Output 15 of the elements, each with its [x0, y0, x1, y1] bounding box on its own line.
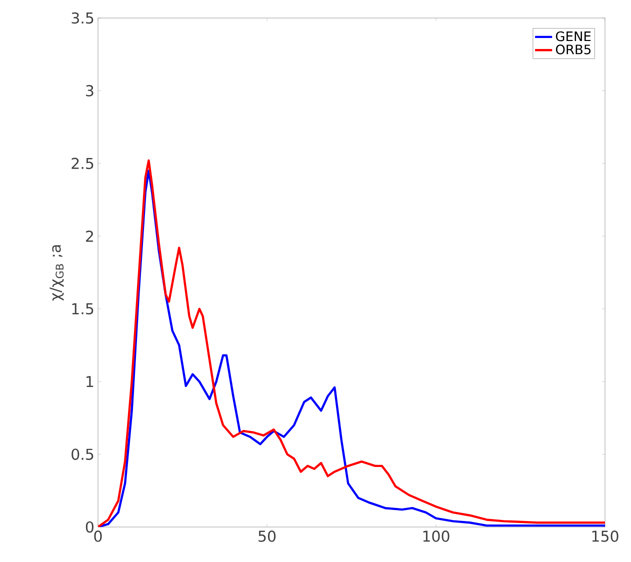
y-tick-label: 1	[86, 376, 94, 388]
y-axis-title: χ/χ$_{GB}$ ;a	[50, 245, 64, 301]
legend-label: ORB5	[556, 44, 591, 54]
y-tick-label: 0.5	[72, 448, 94, 460]
x-tick-label: 50	[258, 530, 276, 542]
x-tick-label: 150	[592, 530, 618, 542]
y-tick-label: 3.5	[72, 12, 94, 24]
legend-label: GENE	[556, 31, 591, 42]
y-tick-label: 3	[86, 85, 94, 96]
y-tick-label: 2	[86, 230, 93, 242]
y-tick-label: 0	[86, 521, 94, 533]
x-tick-label: 100	[423, 530, 450, 542]
x-tick-label: 0	[94, 530, 102, 542]
y-tick-label: 1.5	[72, 303, 94, 314]
y-tick-label: 2.5	[72, 158, 94, 170]
